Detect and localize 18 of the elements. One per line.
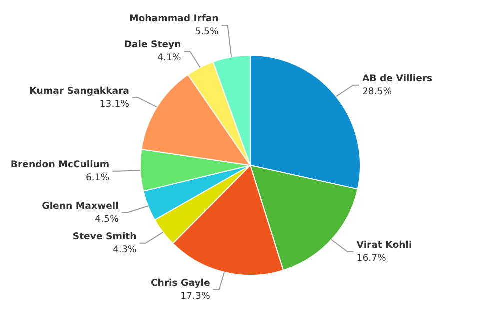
data-label: 16.7% xyxy=(356,253,387,264)
data-label: 28.5% xyxy=(362,86,392,98)
slice-label: Brendon McCullum xyxy=(10,159,110,170)
data-label: 6.1% xyxy=(86,172,110,184)
slice-label: AB de Villiers xyxy=(362,73,434,84)
data-label: 17.3% xyxy=(180,290,210,302)
slice-label: Virat Kohli xyxy=(356,240,412,252)
data-label: 4.3% xyxy=(113,244,137,256)
slice-label: Kumar Sangakkara xyxy=(30,86,130,97)
data-label: 13.1% xyxy=(100,98,130,110)
data-label: 5.5% xyxy=(195,26,219,38)
slice-label: Mohammad Irfan xyxy=(129,14,219,25)
slice-label: Glenn Maxwell xyxy=(42,200,119,212)
slice-label: Chris Gayle xyxy=(150,278,210,289)
data-label: 4.1% xyxy=(158,52,182,64)
data-label: 4.5% xyxy=(95,214,119,225)
slice-label: Dale Steyn xyxy=(124,40,182,51)
slice-label: Steve Smith xyxy=(72,231,137,242)
